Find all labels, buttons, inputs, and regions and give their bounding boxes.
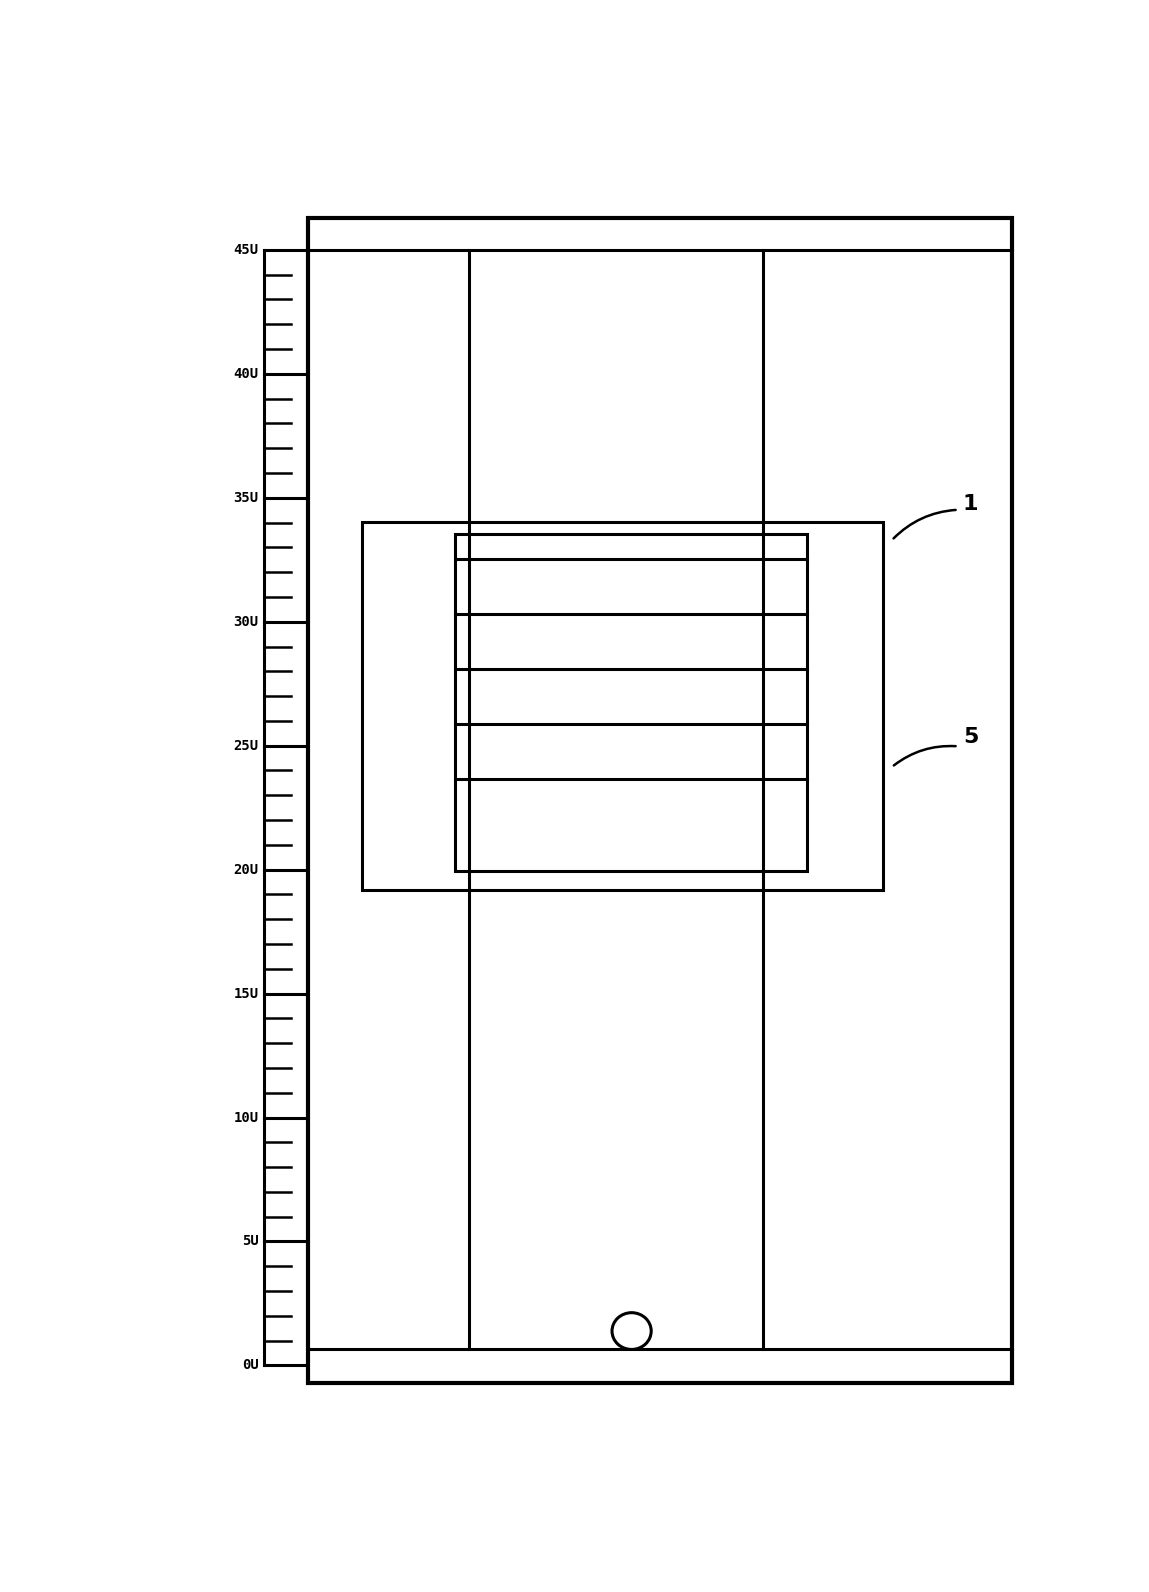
Text: 10U: 10U (233, 1111, 259, 1124)
Text: 5U: 5U (241, 1234, 259, 1248)
Text: 1: 1 (963, 494, 978, 514)
Text: 5: 5 (963, 726, 978, 747)
Text: 45U: 45U (233, 244, 259, 256)
Text: 35U: 35U (233, 490, 259, 505)
Text: 15U: 15U (233, 987, 259, 1000)
Text: 20U: 20U (233, 863, 259, 877)
Bar (362, 522, 882, 890)
Text: 40U: 40U (233, 366, 259, 380)
Bar (455, 535, 807, 871)
Text: 25U: 25U (233, 739, 259, 753)
Text: 30U: 30U (233, 615, 259, 629)
Text: 0U: 0U (241, 1358, 259, 1372)
Bar (308, 218, 1012, 1382)
